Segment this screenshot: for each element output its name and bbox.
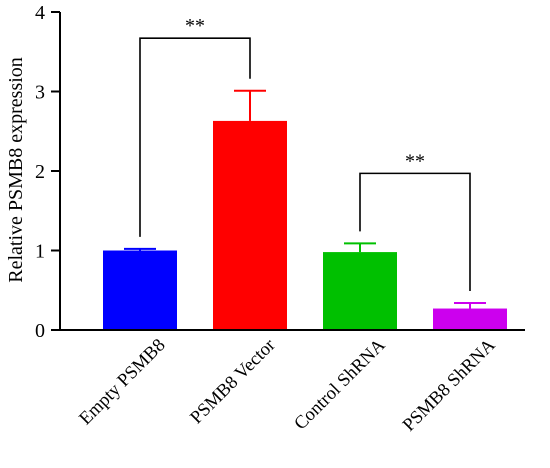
y-tick-label-4: 4 — [35, 2, 45, 24]
bar-2 — [213, 120, 287, 330]
bar-1 — [103, 250, 177, 330]
y-tick-label-0: 0 — [35, 320, 45, 342]
y-axis-title: Relative PSMB8 expression — [5, 57, 27, 283]
plot-area: 0 1 2 3 4 Empty PSMB8 PSMB8 Vector Control ShRN… — [35, 2, 525, 436]
x-tick-label-4: PSMB8 ShRNA — [399, 335, 500, 436]
bar-4 — [433, 308, 507, 330]
bar-3 — [323, 252, 397, 330]
x-tick-label-3: Control ShRNA — [291, 335, 390, 434]
significance-label-2: ** — [405, 150, 425, 172]
significance-bracket-2 — [359, 172, 471, 291]
x-tick-label-2: PSMB8 Vector — [187, 335, 280, 428]
y-tick-label-3: 3 — [35, 82, 45, 104]
y-tick-label-2: 2 — [35, 161, 45, 183]
significance-label-1: ** — [185, 15, 205, 37]
y-tick-label-1: 1 — [35, 241, 45, 263]
x-tick-label-1: Empty PSMB8 — [76, 335, 170, 429]
significance-bracket-1 — [139, 37, 251, 237]
